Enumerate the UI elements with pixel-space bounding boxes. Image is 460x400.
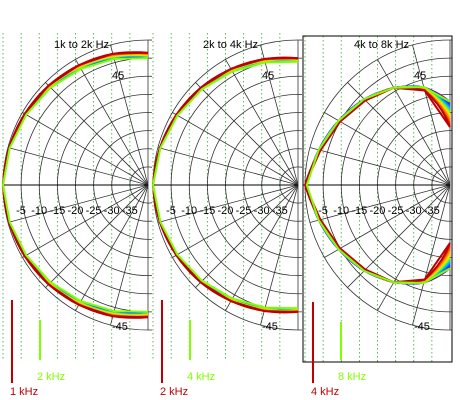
polar-spoke: [324, 184, 451, 258]
radial-tick-label: -15: [351, 205, 367, 217]
angle-tick-label-45: 45: [262, 70, 274, 82]
radial-tick-label: -10: [31, 205, 47, 217]
radial-tick-label: -25: [236, 205, 252, 217]
radial-tick-label: -25: [86, 205, 102, 217]
polar-spoke: [75, 184, 149, 311]
frequency-marker-label: 4 kHz: [311, 386, 339, 398]
radial-tick-label: -5: [16, 205, 26, 217]
radial-tick-label: -10: [181, 205, 197, 217]
polar-spoke: [22, 184, 149, 258]
angle-tick-label-minus-45: -45: [112, 321, 128, 333]
polar-spoke: [324, 112, 451, 186]
radial-tick-label: -35: [424, 205, 440, 217]
radial-tick-label: -35: [272, 205, 288, 217]
polar-spoke: [45, 184, 149, 288]
polar-spoke: [110, 44, 149, 186]
polar-panel-1k-2k: 1k to 2k Hz 45 -45 -35-30-25-20-15-10-5 …: [2, 33, 152, 398]
polar-spoke: [195, 184, 299, 288]
radial-tick-label: -25: [388, 205, 404, 217]
polar-spoke: [7, 184, 149, 223]
radial-tick-label: -30: [104, 205, 120, 217]
radial-tick-label: -10: [333, 205, 349, 217]
frequency-marker-label: 8 kHz: [338, 371, 366, 383]
panel-title: 1k to 2k Hz: [54, 39, 109, 51]
angle-tick-label-minus-45: -45: [414, 321, 430, 333]
polar-spoke: [75, 59, 149, 186]
angle-tick-label-45: 45: [414, 70, 426, 82]
series-line-8-khz: [305, 85, 451, 285]
polar-spoke: [157, 184, 299, 223]
frequency-marker-label: 1 kHz: [10, 386, 38, 398]
polar-spoke: [172, 112, 299, 186]
frequency-marker-label: 2 kHz: [37, 371, 65, 383]
series-line-2-khz: [2, 57, 149, 313]
series-line-4-khz: [152, 60, 299, 310]
polar-spoke: [22, 112, 149, 186]
radial-tick-label: -30: [254, 205, 270, 217]
polar-spoke: [377, 59, 451, 186]
radial-tick-label: -15: [199, 205, 215, 217]
frequency-marker-label: 2 kHz: [160, 386, 188, 398]
polar-spoke: [260, 184, 299, 326]
polar-spoke: [225, 59, 299, 186]
radial-tick-label: -5: [166, 205, 176, 217]
radial-tick-label: -15: [49, 205, 65, 217]
polar-spoke: [412, 184, 451, 326]
polar-spoke: [110, 184, 149, 326]
radial-tick-label: -20: [218, 205, 234, 217]
polar-spoke: [195, 82, 299, 186]
radial-tick-label: -20: [370, 205, 386, 217]
polar-panel-4k-8k: 4k to 8k Hz 45 -45 -35-30-25-20-15-10-5 …: [302, 35, 453, 398]
polar-panel-2k-4k: 2k to 4k Hz 45 -45 -35-30-25-20-15-10-5 …: [152, 33, 302, 398]
polar-spoke: [157, 147, 299, 186]
frequency-marker-label: 4 kHz: [187, 371, 215, 383]
angle-tick-label-minus-45: -45: [262, 321, 278, 333]
panel-title: 4k to 8k Hz: [354, 39, 409, 51]
polar-spoke: [7, 147, 149, 186]
radial-tick-label: -30: [406, 205, 422, 217]
polar-spoke: [225, 184, 299, 311]
polar-spoke: [260, 44, 299, 186]
polar-spoke: [309, 184, 451, 223]
radial-tick-label: -35: [122, 205, 138, 217]
polar-spoke: [377, 184, 451, 311]
polar-spoke: [45, 82, 149, 186]
radial-tick-label: -5: [318, 205, 328, 217]
polar-spoke: [412, 44, 451, 186]
panel-title: 2k to 4k Hz: [203, 39, 258, 51]
angle-tick-label-45: 45: [112, 70, 124, 82]
polar-spoke: [172, 184, 299, 258]
radial-tick-label: -20: [68, 205, 84, 217]
polar-spoke: [309, 147, 451, 186]
panel-frame: [302, 35, 453, 363]
